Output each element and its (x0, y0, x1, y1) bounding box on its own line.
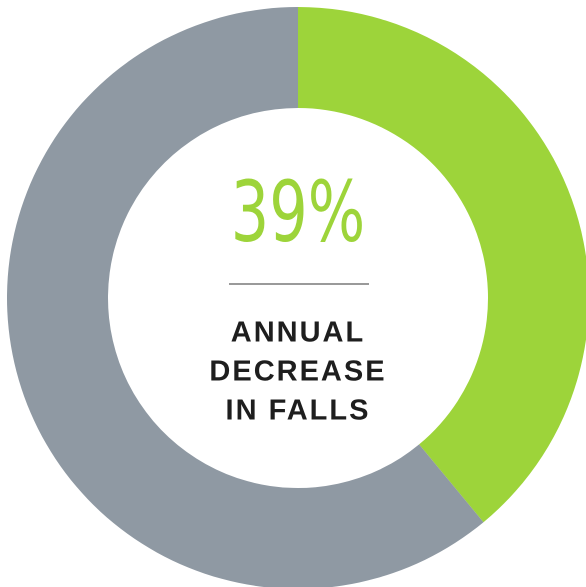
donut-segment (298, 7, 586, 523)
annotation-line: DECREASE (209, 356, 386, 388)
annotation-line: IN FALLS (226, 395, 371, 427)
annotation-line: ANNUAL (231, 317, 365, 349)
donut-segment (7, 7, 484, 587)
center-value: 39% (231, 164, 365, 262)
